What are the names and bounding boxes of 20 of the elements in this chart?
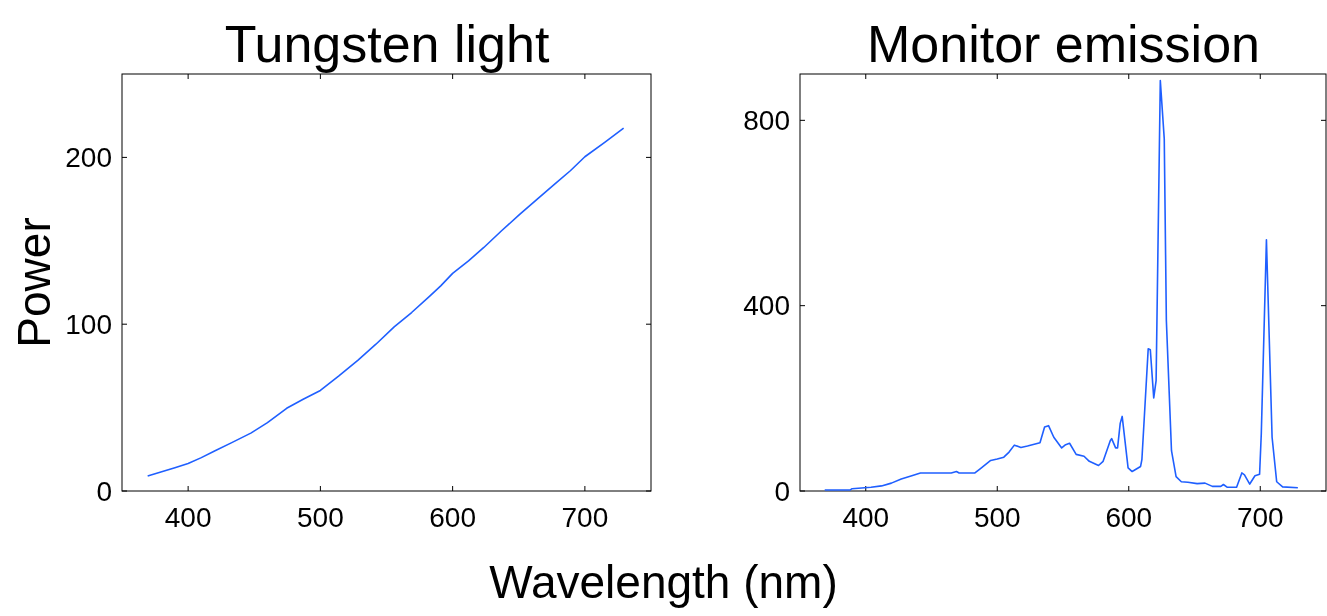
y-tick-label: 200 bbox=[65, 142, 112, 174]
x-tick-label: 500 bbox=[297, 502, 344, 533]
x-tick-label: 400 bbox=[842, 502, 890, 533]
x-tick-label: 600 bbox=[429, 502, 476, 533]
y-tick-label: 0 bbox=[96, 475, 112, 507]
x-tick-label: 700 bbox=[561, 502, 609, 533]
x-tick-label: 700 bbox=[1236, 502, 1284, 533]
line-series bbox=[823, 79, 1299, 491]
y-axis-title: Power bbox=[8, 217, 60, 348]
y-tick-label: 400 bbox=[743, 290, 790, 322]
y-tick-label: 800 bbox=[743, 105, 790, 137]
line-series bbox=[146, 127, 625, 477]
x-tick-label: 600 bbox=[1105, 502, 1153, 533]
x-axis-title: Wavelength (nm) bbox=[489, 556, 838, 608]
x-tick-label: 500 bbox=[973, 502, 1021, 533]
x-tick-label: 400 bbox=[164, 502, 212, 533]
chart-title: Monitor emission bbox=[866, 15, 1261, 73]
y-tick-label: 100 bbox=[65, 309, 112, 340]
chart-title: Tungsten light bbox=[224, 15, 550, 73]
y-tick-label: 0 bbox=[774, 475, 790, 507]
